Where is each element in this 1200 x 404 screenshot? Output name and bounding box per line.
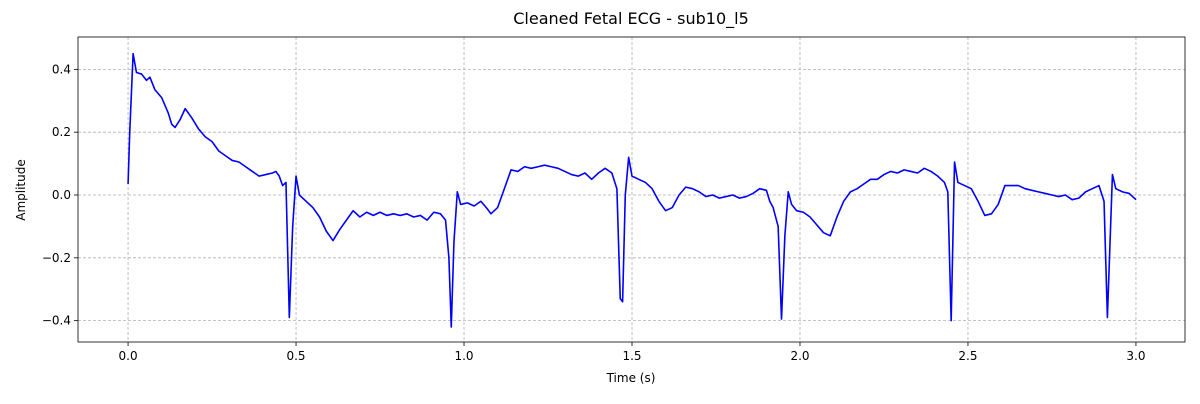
x-axis-label: Time (s): [606, 371, 656, 385]
y-axis-label: Amplitude: [14, 159, 28, 221]
y-tick-label: −0.2: [42, 251, 71, 265]
grid: [78, 37, 1185, 342]
y-tick-label: 0.0: [52, 188, 71, 202]
x-tick-label: 0.0: [119, 349, 138, 363]
x-tick-label: 2.0: [790, 349, 809, 363]
x-tick-label: 0.5: [286, 349, 305, 363]
plot-area: [127, 52, 1137, 328]
x-tick-label: 3.0: [1126, 349, 1145, 363]
chart-title: Cleaned Fetal ECG - sub10_l5: [513, 9, 749, 29]
y-tick-label: 0.2: [52, 125, 71, 139]
axes-frame: [77, 36, 1186, 343]
y-tick-label: 0.4: [52, 62, 71, 76]
x-tick-label: 2.5: [958, 349, 977, 363]
x-tick-label: 1.5: [622, 349, 641, 363]
x-tick-label: 1.0: [454, 349, 473, 363]
signal-line: [127, 52, 1137, 328]
y-tick-label: −0.4: [42, 314, 71, 328]
